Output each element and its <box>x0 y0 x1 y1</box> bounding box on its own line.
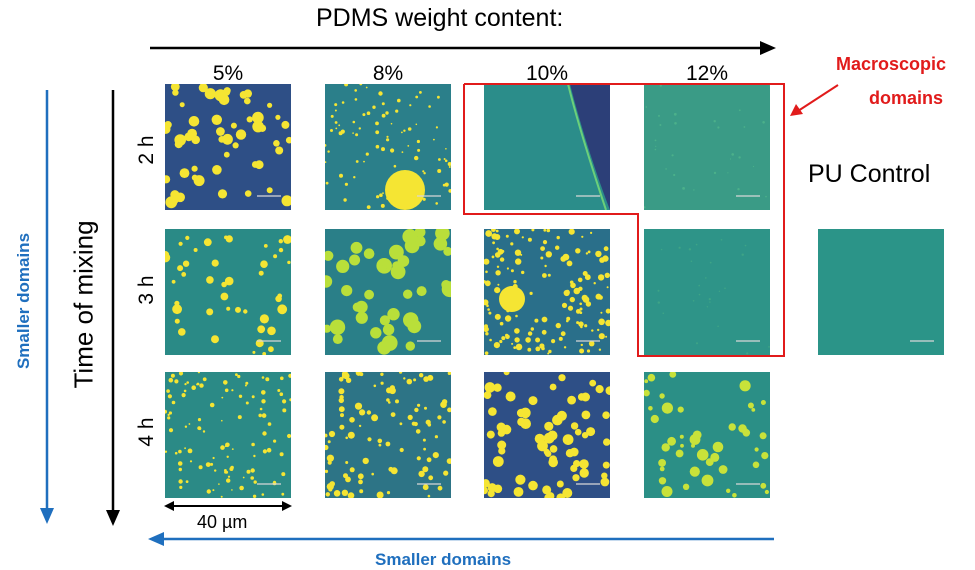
smaller-domains-left-label: Smaller domains <box>14 232 34 370</box>
time-of-mixing-label: Time of mixing <box>68 220 99 389</box>
row-label-3h: 3 h <box>135 275 158 305</box>
left-blue-arrow <box>40 90 54 524</box>
micrograph-10-4h <box>484 372 610 498</box>
column-label-8: 8% <box>372 62 404 85</box>
micrograph-12-4h <box>644 372 770 498</box>
micrograph-12-2h <box>644 84 770 210</box>
scale-bar-arrow <box>164 501 292 511</box>
callout-arrow <box>790 84 839 116</box>
micrograph-5-4h <box>165 372 291 498</box>
micrograph-pu-control <box>818 229 944 355</box>
callout-line2: domains <box>869 88 944 108</box>
micrograph-8-2h <box>325 84 451 210</box>
left-black-arrow <box>106 90 120 526</box>
micrograph-10-3h <box>484 229 610 355</box>
smaller-domains-bottom-label: Smaller domains <box>375 550 512 569</box>
pu-control-label: PU Control <box>808 160 931 188</box>
column-label-10: 10% <box>525 62 569 85</box>
micrograph-5-2h <box>165 84 291 210</box>
macroscopic-domains-box <box>463 83 785 357</box>
axis-title-pdms: PDMS weight content: <box>316 4 564 32</box>
column-label-5: 5% <box>212 62 244 85</box>
micrograph-10-2h <box>484 84 610 210</box>
column-label-12: 12% <box>685 62 729 85</box>
row-label-4h: 4 h <box>135 417 158 447</box>
bottom-blue-arrow <box>148 532 774 546</box>
micrograph-8-3h <box>325 229 451 355</box>
top-arrow <box>150 41 776 55</box>
micrograph-5-3h <box>165 229 291 355</box>
row-label-2h: 2 h <box>135 135 158 165</box>
callout-line1: Macroscopic <box>836 54 947 74</box>
micrograph-8-4h <box>325 372 451 498</box>
scale-bar-label: 40 µm <box>197 512 248 532</box>
micrograph-12-3h <box>644 229 770 355</box>
